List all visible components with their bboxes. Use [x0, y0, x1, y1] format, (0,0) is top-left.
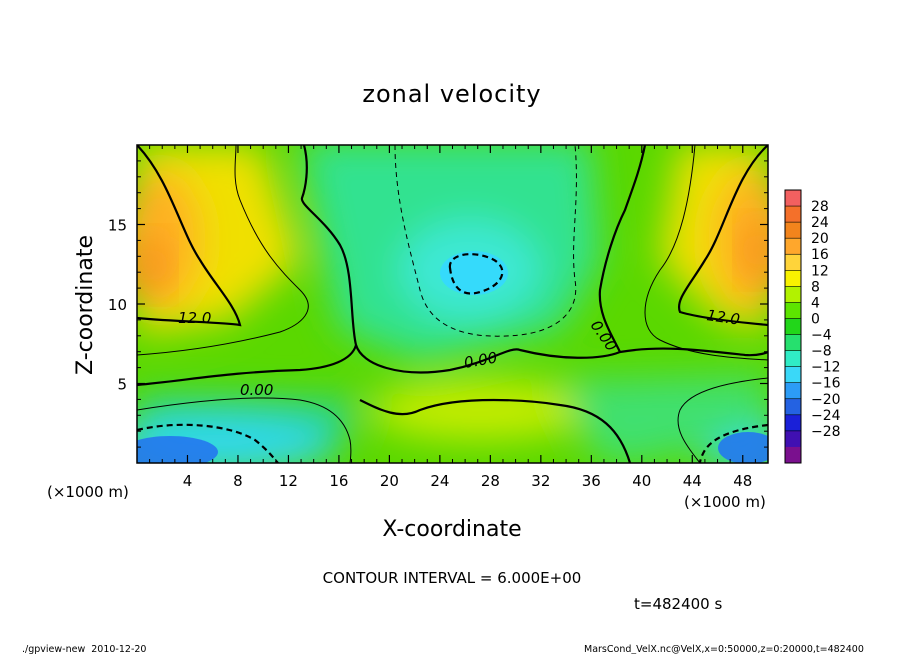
colorbar-swatch [785, 270, 801, 287]
colorbar-label: −16 [811, 376, 841, 392]
x-tick-label: 44 [683, 472, 702, 490]
colorbar-swatch [785, 206, 801, 223]
colorbar-label: 24 [811, 215, 829, 231]
y-unit-label-right: (×1000 m) [684, 493, 766, 511]
colorbar-swatch [785, 222, 801, 239]
contour-neg-center [448, 253, 504, 295]
x-tick-label: 32 [531, 472, 550, 490]
colorbar-swatch [785, 430, 801, 448]
y-tick-label: 5 [117, 376, 127, 394]
contour-zero-left [137, 145, 358, 387]
contour-thin-neg-center [394, 145, 577, 337]
colorbar-label: −20 [811, 392, 841, 408]
contour-zero-lower [359, 398, 632, 463]
field-extremes [137, 220, 768, 463]
contour-label: 0.00 [463, 348, 499, 372]
colorbar-label: 28 [811, 199, 829, 215]
chart-title: zonal velocity [362, 80, 541, 108]
x-axis: 4 8 12 16 20 24 28 32 36 40 44 48 [149, 145, 756, 490]
colorbar-swatch [785, 366, 801, 384]
colorbar-label: 0 [811, 311, 820, 327]
colorbar-swatch [785, 398, 801, 416]
contour-interval-text: CONTOUR INTERVAL = 6.000E+00 [323, 569, 582, 587]
negative-min-center [440, 251, 508, 295]
x-tick-label: 8 [233, 472, 243, 490]
contour-12-left [137, 145, 242, 327]
colorbar-swatch [785, 190, 801, 207]
x-tick-label: 28 [481, 472, 500, 490]
colorbar-swatch [785, 350, 801, 368]
colorbar-swatch [785, 334, 801, 352]
x-tick-label: 48 [733, 472, 752, 490]
colorbar-swatch [785, 286, 801, 303]
contour-label: 12.0 [178, 309, 211, 327]
contour-thin-lower-right [677, 377, 768, 463]
colorbar-label: 12 [811, 263, 829, 279]
x-unit-label: (×1000 m) [47, 483, 129, 501]
colorbar-label: −4 [811, 328, 832, 344]
colorbar-label: −24 [811, 408, 841, 424]
colorbar-label: 8 [811, 279, 820, 295]
x-tick-label: 12 [279, 472, 298, 490]
contour-zero-right [598, 145, 647, 353]
colorbar-label: 16 [811, 247, 829, 263]
contour-label: 12.0 [705, 306, 741, 328]
contour-thin-6-left [137, 145, 309, 356]
contour-thin-lower [137, 397, 352, 463]
contour-neg-lower-right [698, 423, 768, 463]
contour-zero-center [354, 344, 768, 374]
colorbar-label: −28 [811, 424, 841, 440]
colorbar-swatch [785, 382, 801, 400]
footer-left: ./gpview-new 2010-12-20 [22, 644, 146, 654]
negative-min-lower-left [137, 436, 218, 463]
x-tick-label: 20 [380, 472, 399, 490]
colorbar-label: −12 [811, 360, 841, 376]
plot-area: 12.0 0.00 0.00 0.00 12.0 [137, 145, 768, 463]
y-axis-title: Z-coordinate [73, 235, 98, 375]
x-axis-title: X-coordinate [382, 517, 521, 542]
y-tick-label: 15 [108, 217, 127, 235]
colorbar-swatch [785, 254, 801, 271]
colorbar-swatch [785, 414, 801, 432]
contour-thin-6-right [644, 145, 768, 361]
y-axis: 5 10 15 [108, 160, 768, 448]
x-tick-label: 4 [183, 472, 193, 490]
x-tick-label: 40 [632, 472, 651, 490]
colorbar-swatch [785, 302, 801, 319]
y-tick-label: 10 [108, 296, 127, 314]
colorbar-swatch [785, 318, 801, 336]
contour-12-right [677, 145, 768, 327]
colorbar-swatch [785, 238, 801, 255]
positive-max-left [137, 235, 170, 295]
negative-min-lower-right [718, 432, 768, 463]
colorbar-label: 20 [811, 231, 829, 247]
colorbar-frame [784, 189, 802, 464]
contour-label: 0.00 [240, 381, 273, 399]
colorbar-label: −8 [811, 344, 832, 360]
x-tick-label: 24 [430, 472, 449, 490]
positive-max-right [740, 220, 768, 280]
x-tick-label: 36 [582, 472, 601, 490]
contour-neg-lower-left [137, 423, 279, 463]
time-label: t=482400 s [634, 595, 722, 613]
contour-lines [137, 145, 768, 463]
colorbar-swatch [785, 446, 801, 464]
x-tick-label: 16 [329, 472, 348, 490]
footer-right: MarsCond_VelX.nc@VelX,x=0:50000,z=0:2000… [584, 644, 864, 654]
colorbar-label: 4 [811, 295, 820, 311]
